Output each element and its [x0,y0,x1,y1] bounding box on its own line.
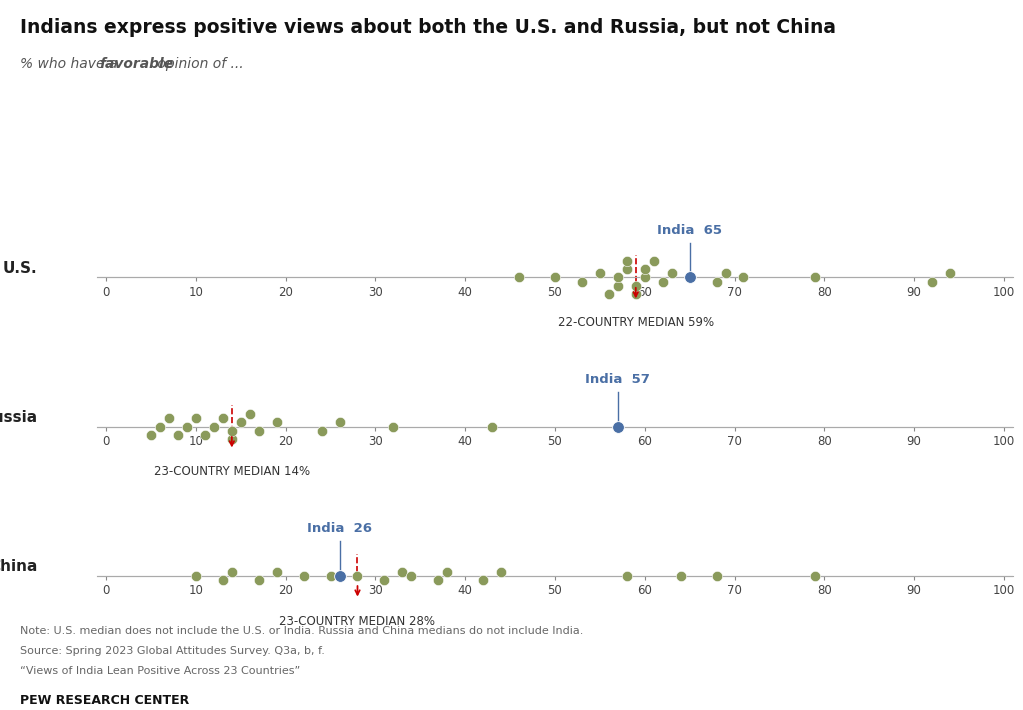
Point [241,409,258,420]
Point [386,421,402,432]
Text: India  26: India 26 [307,522,372,535]
Point [924,276,940,288]
Point [224,425,240,437]
Point [708,276,724,288]
Point [349,570,365,581]
Point [331,570,348,581]
Point [215,574,231,586]
Point [655,276,671,288]
Text: Source: Spring 2023 Global Attitudes Survey. Q3a, b, f.: Source: Spring 2023 Global Attitudes Sur… [20,646,325,656]
Point [143,429,160,440]
Point [681,272,698,283]
Point [610,421,626,432]
Text: Russia: Russia [0,410,38,425]
Point [546,272,563,283]
Point [188,413,205,424]
Text: PEW RESEARCH CENTER: PEW RESEARCH CENTER [20,694,189,707]
Text: 22-COUNTRY MEDIAN 59%: 22-COUNTRY MEDIAN 59% [558,317,714,329]
Point [439,566,455,577]
Point [322,570,339,581]
Point [610,272,626,283]
Point [430,574,446,586]
Point [188,570,205,581]
Point [736,272,752,283]
Point [161,413,177,424]
Point [224,433,240,444]
Text: 23-COUNTRY MEDIAN 14%: 23-COUNTRY MEDIAN 14% [153,466,310,479]
Text: China: China [0,559,38,574]
Point [619,256,635,267]
Point [717,268,733,279]
Point [179,421,195,432]
Text: favorable: favorable [99,57,173,71]
Text: India  57: India 57 [585,373,651,386]
Point [331,417,348,428]
Point [627,288,643,300]
Point [672,570,688,581]
Point [807,272,824,283]
Point [376,574,393,586]
Point [636,263,653,275]
Point [251,574,267,586]
Point [251,425,267,437]
Point [403,570,419,581]
Point [627,280,643,291]
Point [215,413,231,424]
Text: % who have a: % who have a [20,57,122,71]
Point [601,288,617,300]
Point [510,272,527,283]
Text: U.S.: U.S. [3,261,38,275]
Point [224,566,240,577]
Text: opinion of ...: opinion of ... [153,57,243,71]
Point [196,429,213,440]
Point [708,570,724,581]
Point [151,421,168,432]
Point [942,268,959,279]
Text: Indians express positive views about both the U.S. and Russia, but not China: Indians express positive views about bot… [20,18,837,37]
Point [268,566,284,577]
Point [484,421,500,432]
Text: Note: U.S. median does not include the U.S. or India. Russia and China medians d: Note: U.S. median does not include the U… [20,626,584,636]
Point [610,280,626,291]
Point [394,566,410,577]
Text: India  65: India 65 [657,224,722,236]
Point [232,417,249,428]
Text: 23-COUNTRY MEDIAN 28%: 23-COUNTRY MEDIAN 28% [279,615,436,628]
Point [313,425,329,437]
Text: “Views of India Lean Positive Across 23 Countries”: “Views of India Lean Positive Across 23 … [20,666,301,676]
Point [574,276,590,288]
Point [591,268,608,279]
Point [268,417,284,428]
Point [636,272,653,283]
Point [170,429,186,440]
Point [807,570,824,581]
Point [296,570,312,581]
Point [619,263,635,275]
Point [475,574,491,586]
Point [206,421,222,432]
Point [493,566,509,577]
Point [646,256,662,267]
Point [619,570,635,581]
Point [664,268,680,279]
